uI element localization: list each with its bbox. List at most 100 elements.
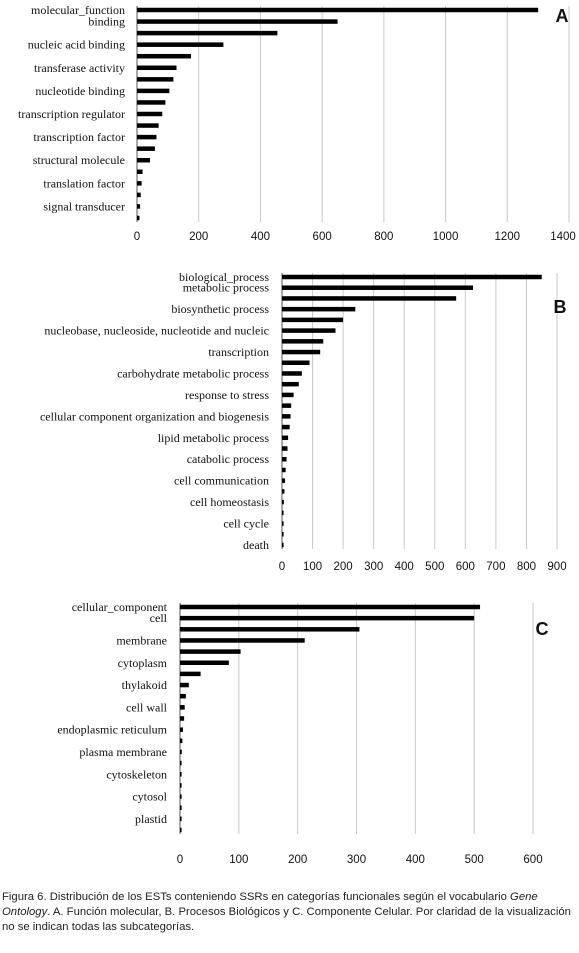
bar (282, 478, 286, 483)
bar (282, 403, 292, 408)
bar (180, 660, 229, 665)
bar (137, 169, 143, 175)
x-tick-label: 600 (456, 561, 475, 573)
bar (282, 435, 289, 441)
bar (137, 19, 338, 24)
x-tick-label: 300 (347, 854, 366, 866)
bar (180, 727, 183, 732)
x-tick-label: 600 (313, 231, 332, 243)
bar (180, 738, 183, 744)
category-label: plastid (135, 812, 167, 826)
category-label: cell communication (174, 474, 269, 488)
figure-caption: Figura 6. Distribución de los ESTs conte… (2, 890, 578, 935)
x-tick-label: 200 (334, 561, 353, 573)
bar (180, 816, 182, 822)
category-label: cytoplasm (118, 656, 168, 670)
bar (282, 424, 290, 430)
bar (180, 671, 201, 677)
bar (180, 638, 305, 643)
caption-rest: . A. Función molecular, B. Procesos Biol… (2, 906, 571, 933)
x-tick-label: 0 (279, 561, 285, 573)
bar (180, 705, 185, 710)
category-label: molecular_function (31, 3, 125, 17)
panel-letter: C (536, 619, 549, 639)
x-tick-label: 400 (406, 854, 425, 866)
bar (137, 77, 174, 82)
panel-letter: B (554, 297, 567, 317)
bar (282, 381, 299, 387)
bar (282, 414, 291, 419)
bar (137, 204, 141, 209)
x-tick-label: 700 (486, 561, 505, 573)
bar (282, 317, 344, 323)
bar (180, 783, 182, 788)
x-tick-label: 1400 (550, 231, 576, 243)
category-label: transcription (208, 345, 269, 359)
x-tick-label: 400 (395, 561, 414, 573)
bar (137, 42, 224, 47)
x-tick-label: 900 (547, 561, 566, 573)
bar (137, 215, 140, 221)
bar (137, 30, 278, 36)
x-tick-label: 1000 (433, 231, 459, 243)
x-tick-label: 300 (364, 561, 383, 573)
category-label: catabolic process (187, 452, 270, 466)
bar (137, 111, 163, 117)
category-label: membrane (116, 633, 167, 647)
category-label: carbohydrate metabolic process (117, 366, 269, 380)
category-label: cell homeostasis (190, 495, 269, 509)
bar (137, 100, 166, 105)
category-label: cell wall (126, 700, 168, 714)
bar (282, 542, 284, 548)
category-label: response to stress (185, 388, 269, 402)
category-label: cell cycle (223, 517, 269, 531)
category-label: cell (150, 611, 168, 625)
bar (282, 532, 284, 537)
category-label: structural molecule (33, 153, 125, 167)
bar (180, 682, 189, 688)
caption-lead: Figura 6. Distribución de los ESTs conte… (2, 891, 511, 903)
bar (180, 627, 360, 632)
bar (180, 827, 182, 833)
bar (282, 467, 286, 473)
category-label: nucleobase, nucleoside, nucleotide and n… (44, 324, 269, 338)
bar (137, 181, 142, 186)
bar (282, 306, 356, 312)
category-label: plasma membrane (79, 745, 167, 759)
category-label: cytoskeleton (106, 767, 167, 781)
category-label: cytosol (132, 790, 167, 804)
bar (282, 371, 302, 376)
x-tick-label: 1200 (494, 231, 520, 243)
bar (282, 296, 457, 301)
bar (282, 328, 336, 333)
category-label: biosynthetic process (171, 302, 269, 316)
x-tick-label: 200 (189, 231, 208, 243)
category-label: metabolic process (183, 281, 270, 295)
category-label: endoplasmic reticulum (57, 723, 167, 737)
bar (137, 134, 157, 140)
bar (137, 157, 150, 163)
x-tick-label: 600 (523, 854, 542, 866)
x-tick-label: 800 (517, 561, 536, 573)
category-label: transferase activity (34, 61, 125, 75)
bar (282, 349, 321, 355)
category-label: transcription regulator (18, 107, 125, 121)
bar (282, 339, 324, 344)
bar (282, 521, 284, 526)
bar (180, 693, 186, 699)
x-tick-label: 0 (134, 231, 140, 243)
panel-letter: A (556, 6, 569, 26)
x-tick-label: 100 (303, 561, 322, 573)
bar (137, 146, 155, 151)
category-label: signal transducer (43, 199, 125, 213)
x-tick-label: 0 (177, 854, 183, 866)
caption-italic: Gene Ontology (2, 891, 538, 918)
bar (282, 499, 284, 505)
bar (282, 360, 310, 366)
category-label: nucleotide binding (35, 84, 125, 98)
category-label: cellular_component (72, 600, 168, 614)
bar (180, 794, 182, 799)
bar (180, 805, 182, 810)
